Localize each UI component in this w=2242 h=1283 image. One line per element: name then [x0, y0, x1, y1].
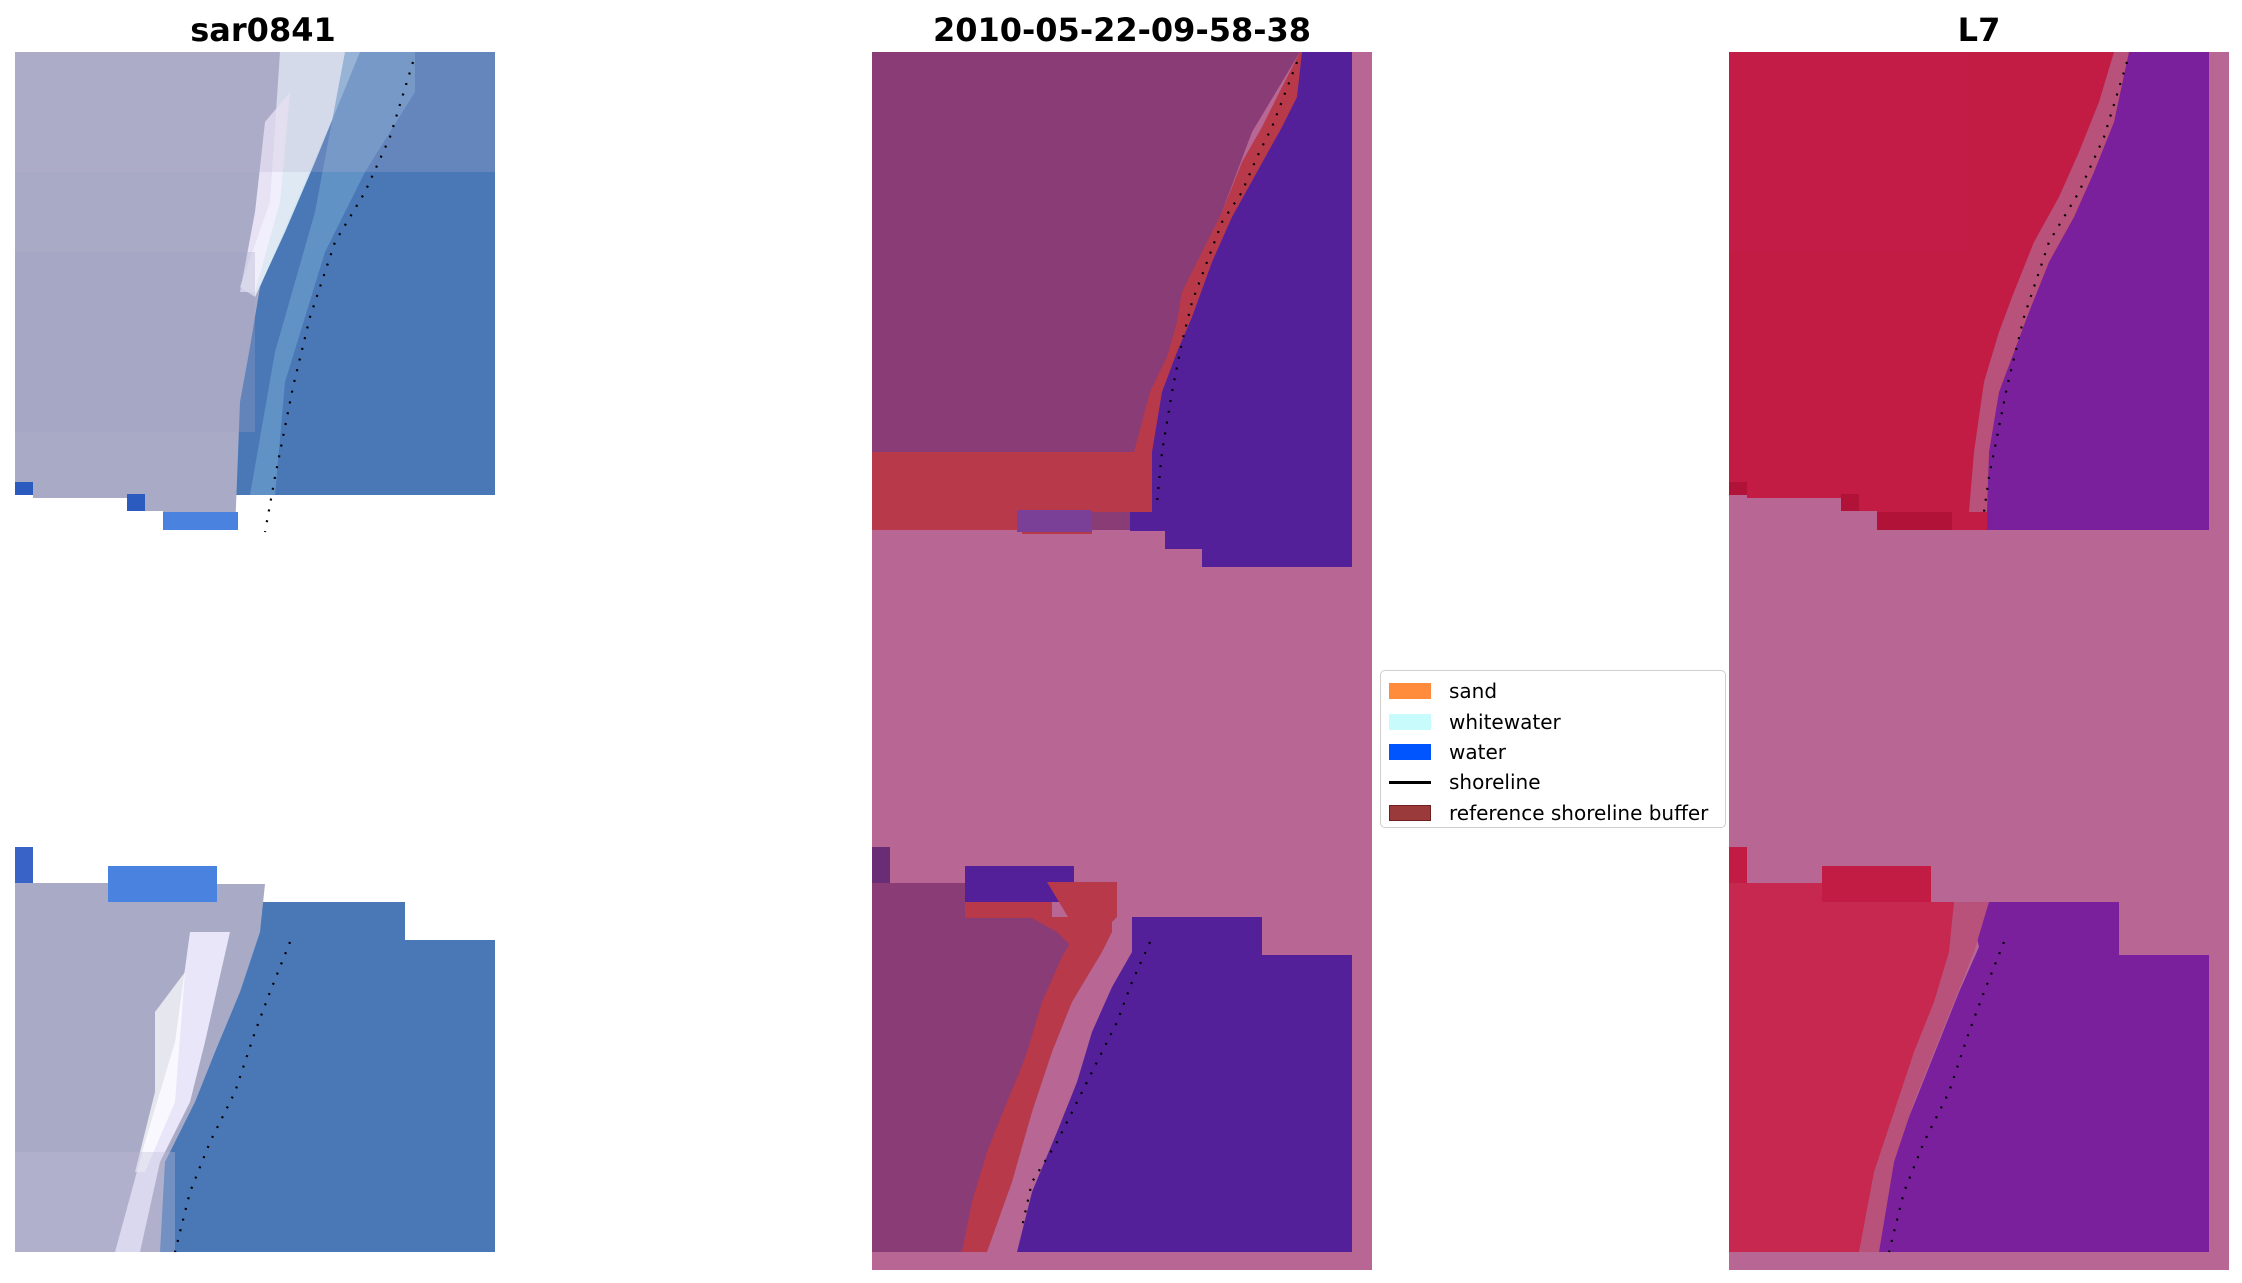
panel-title-classification: 2010-05-22-09-58-38: [932, 11, 1312, 49]
rgb-image-bottom: [15, 847, 495, 1252]
legend-item-reference-buffer: reference shoreline buffer: [1389, 798, 1717, 828]
reference-buffer-swatch: [1389, 804, 1431, 821]
shoreline: [1020, 61, 1299, 1228]
legend-label: shoreline: [1449, 770, 1541, 795]
false-color-top: [1729, 52, 2209, 567]
shoreline-line-swatch: [1389, 780, 1431, 784]
legend-item-sand: sand: [1389, 676, 1717, 706]
false-color-image: [1729, 52, 2229, 1270]
legend-item-water: water: [1389, 737, 1717, 767]
legend-item-shoreline: shoreline: [1389, 767, 1717, 797]
rgb-image: [15, 52, 495, 1253]
shoreline: [173, 61, 415, 1253]
classification-top: [872, 52, 1352, 567]
legend-label: whitewater: [1449, 709, 1561, 734]
legend-label: reference shoreline buffer: [1449, 800, 1709, 825]
legend-label: water: [1449, 739, 1506, 764]
classification-bottom: [872, 847, 1352, 1252]
false-color-bottom: [1729, 847, 2209, 1252]
classification-image: [872, 52, 1372, 1270]
legend-item-whitewater: whitewater: [1389, 706, 1717, 736]
panel-title-false-color: L7: [1957, 11, 2001, 49]
rgb-image-top: [15, 52, 495, 532]
water-swatch: [1389, 743, 1431, 760]
whitewater-swatch: [1389, 713, 1431, 730]
shoreline: [1887, 61, 2129, 1253]
legend-label: sand: [1449, 679, 1498, 704]
legend: sand whitewater water shoreline referenc…: [1380, 670, 1726, 828]
sand-swatch: [1389, 683, 1431, 700]
panel-title-rgb: sar0841: [190, 11, 336, 49]
